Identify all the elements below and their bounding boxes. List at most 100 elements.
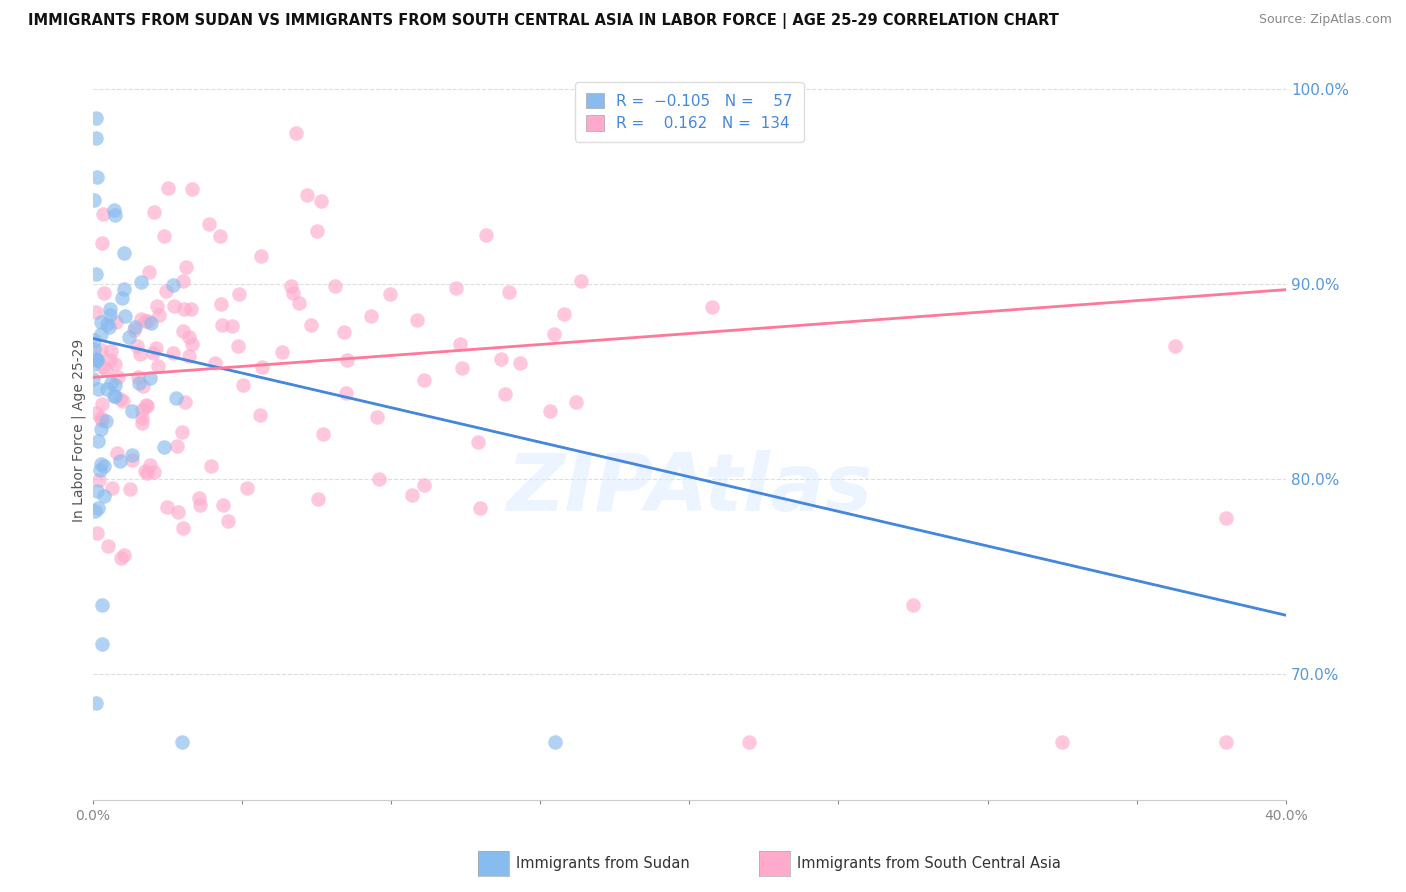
Point (114, 309, 136, 323)
Point (91, 359, 114, 374)
Point (252, 360, 274, 375)
Point (96, 318, 118, 332)
Point (84, 130, 107, 145)
Point (156, 181, 179, 195)
Point (738, 735, 761, 749)
Point (91, 413, 114, 427)
Point (228, 338, 250, 352)
Y-axis label: In Labor Force | Age 25-29: In Labor Force | Age 25-29 (72, 338, 86, 522)
Point (174, 394, 197, 409)
Point (121, 448, 143, 462)
Point (489, 351, 512, 366)
Point (166, 505, 188, 519)
Point (544, 735, 567, 749)
Point (177, 330, 200, 344)
Point (335, 386, 357, 401)
Text: IMMIGRANTS FROM SUDAN VS IMMIGRANTS FROM SOUTH CENTRAL ASIA IN LABOR FORCE | AGE: IMMIGRANTS FROM SUDAN VS IMMIGRANTS FROM… (28, 13, 1059, 29)
Point (299, 318, 322, 333)
Point (83, 357, 105, 371)
Point (287, 295, 309, 310)
Point (368, 473, 391, 487)
Point (93, 207, 115, 221)
Point (172, 324, 194, 338)
Point (90, 397, 112, 411)
Point (90, 599, 112, 613)
Point (87, 500, 110, 515)
Point (90, 638, 112, 652)
Point (135, 400, 157, 414)
Point (360, 309, 382, 323)
Point (87, 434, 110, 448)
Point (153, 228, 176, 243)
Point (498, 285, 520, 300)
Point (134, 313, 156, 327)
Point (87, 474, 110, 488)
Point (91, 236, 114, 251)
Point (96, 383, 118, 397)
Point (163, 299, 186, 313)
Point (107, 369, 129, 384)
Point (134, 464, 156, 478)
Point (332, 326, 354, 340)
Point (145, 341, 167, 355)
Point (378, 287, 401, 301)
Point (444, 281, 467, 295)
Point (172, 425, 194, 440)
Point (543, 327, 565, 342)
Point (284, 126, 307, 140)
Point (148, 308, 170, 322)
Point (138, 265, 160, 279)
Point (564, 395, 586, 409)
Point (104, 377, 127, 392)
Point (1164, 339, 1187, 353)
Point (105, 315, 128, 329)
Point (143, 465, 166, 479)
Point (190, 499, 212, 513)
Point (90, 343, 112, 357)
Point (142, 346, 165, 360)
Point (155, 284, 177, 298)
Point (86, 169, 108, 184)
Point (180, 182, 202, 196)
Point (90, 457, 112, 471)
Point (166, 439, 188, 453)
Point (83, 333, 105, 347)
Point (84, 696, 107, 710)
Point (96, 414, 118, 428)
Point (129, 275, 152, 289)
Point (901, 599, 924, 613)
Point (125, 339, 148, 353)
Point (209, 229, 232, 244)
Point (86, 483, 108, 498)
Text: Immigrants from Sudan: Immigrants from Sudan (516, 856, 690, 871)
Point (135, 398, 157, 412)
Legend: R =  −0.105   N =    57, R =    0.162   N =  134: R = −0.105 N = 57, R = 0.162 N = 134 (575, 82, 804, 142)
Point (173, 301, 195, 316)
Point (451, 361, 474, 376)
Point (236, 481, 259, 495)
Point (110, 550, 132, 565)
Point (283, 285, 305, 300)
Point (128, 347, 150, 361)
Point (90, 327, 112, 342)
Text: Immigrants from South Central Asia: Immigrants from South Central Asia (797, 856, 1062, 871)
Point (1215, 735, 1237, 749)
Point (112, 282, 135, 296)
Text: Source: ZipAtlas.com: Source: ZipAtlas.com (1258, 13, 1392, 27)
Point (509, 356, 531, 370)
Point (172, 274, 194, 288)
Point (112, 549, 135, 563)
Point (401, 488, 423, 502)
Point (1050, 735, 1073, 749)
Point (93, 489, 115, 503)
Point (211, 498, 233, 512)
Point (82, 372, 104, 386)
Point (139, 458, 162, 472)
Point (84, 268, 107, 282)
Point (412, 373, 434, 387)
Point (100, 308, 122, 322)
Point (131, 379, 153, 393)
Point (135, 466, 157, 480)
Point (131, 417, 153, 431)
Point (295, 188, 318, 202)
